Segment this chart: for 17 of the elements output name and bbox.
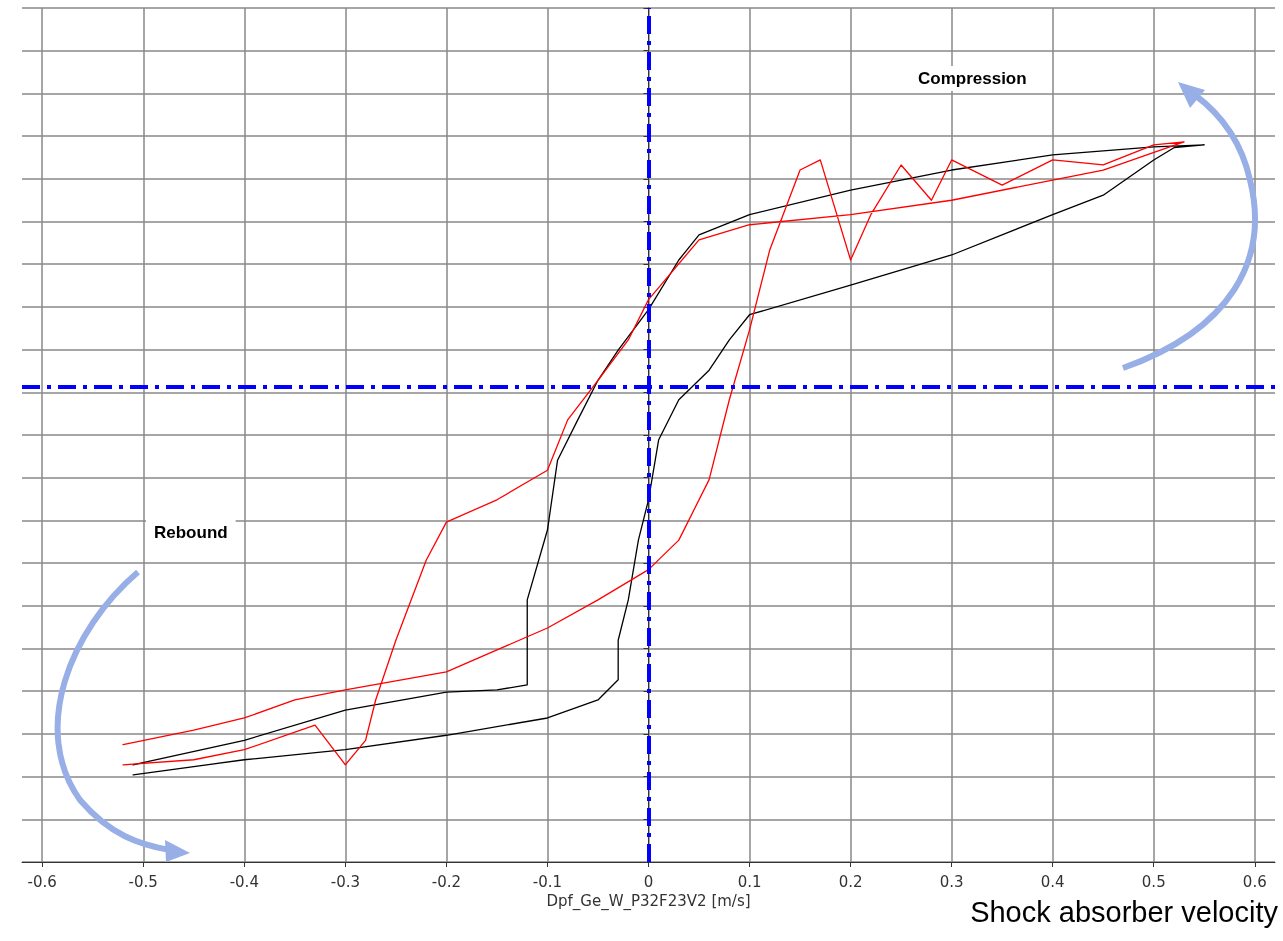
annotation: Rebound <box>154 523 228 542</box>
x-tick-label: -0.2 <box>431 872 462 891</box>
x-tick-label: -0.5 <box>128 872 158 891</box>
x-tick-label: 0 <box>643 872 654 891</box>
x-tick-label: 0.3 <box>939 872 964 891</box>
x-tick-label: -0.6 <box>27 872 57 891</box>
x-tick-label: 0.4 <box>1040 872 1065 891</box>
x-tick-label: 0.1 <box>737 872 762 891</box>
x-tick-label: -0.3 <box>330 872 360 891</box>
x-tick-label: 0.6 <box>1242 872 1267 891</box>
x-tick-label: -0.1 <box>532 872 563 891</box>
x-tick-label: 0.5 <box>1141 872 1166 891</box>
x-tick-label: -0.4 <box>229 872 259 891</box>
x-tick-label: 0.2 <box>838 872 863 891</box>
x-axis-title: Dpf_Ge_W_P32F23V2 [m/s] <box>546 892 751 912</box>
text: Shock absorber velocity <box>970 895 1279 928</box>
text: Compression <box>918 69 1027 88</box>
